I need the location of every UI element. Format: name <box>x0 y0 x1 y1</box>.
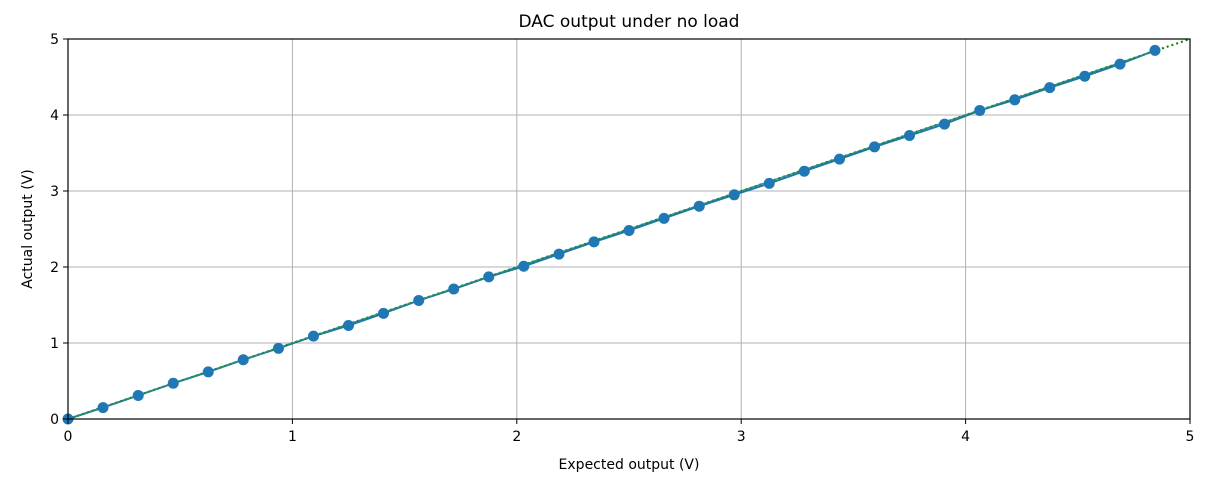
ticks: 0 1 2 3 4 5 0 1 2 3 4 5 <box>50 32 1194 445</box>
plot-frame <box>67 38 1191 420</box>
x-axis-label: Expected output (V) <box>559 457 700 473</box>
data-point <box>763 177 775 189</box>
data-point <box>132 389 144 401</box>
data-point <box>798 165 810 177</box>
data-point <box>237 354 249 366</box>
y-axis-label: Actual output (V) <box>20 169 36 288</box>
y-tick-label: 2 <box>50 260 59 276</box>
data-point <box>202 366 214 378</box>
data-point <box>623 225 635 237</box>
data-point <box>448 283 460 295</box>
data-point <box>343 320 354 332</box>
data-point <box>553 248 565 260</box>
chart-title: DAC output under no load <box>519 12 740 32</box>
data-point <box>1114 58 1126 70</box>
data-point <box>658 212 670 224</box>
x-tick-label: 0 <box>64 429 73 445</box>
data-point <box>167 377 179 389</box>
y-tick-label: 4 <box>50 108 59 124</box>
x-tick-label: 5 <box>1186 429 1195 445</box>
data-point <box>483 271 495 283</box>
data-point <box>307 330 319 342</box>
data-point <box>974 104 986 116</box>
data-point <box>833 153 845 165</box>
data-point <box>272 342 284 354</box>
data-point <box>97 402 109 414</box>
data-point <box>728 189 740 201</box>
data-point <box>518 260 530 272</box>
y-tick-label: 0 <box>50 412 59 428</box>
data-point <box>939 118 951 130</box>
y-tick-label: 1 <box>50 336 59 352</box>
series-layer <box>62 38 1191 425</box>
data-point <box>1079 70 1091 82</box>
data-point <box>588 236 600 248</box>
data-point <box>693 200 705 212</box>
x-tick-label: 4 <box>961 429 970 445</box>
fit-line <box>67 50 1156 420</box>
x-tick-label: 1 <box>288 429 297 445</box>
x-tick-label: 2 <box>512 429 521 445</box>
data-point <box>1009 94 1021 106</box>
data-point <box>904 130 915 142</box>
data-point <box>868 141 880 153</box>
data-point <box>378 307 390 319</box>
data-point <box>413 294 425 306</box>
data-point <box>1044 82 1056 94</box>
x-tick-label: 3 <box>737 429 746 445</box>
y-tick-label: 3 <box>50 184 59 200</box>
y-tick-label: 5 <box>50 32 59 48</box>
data-point <box>1149 44 1161 56</box>
